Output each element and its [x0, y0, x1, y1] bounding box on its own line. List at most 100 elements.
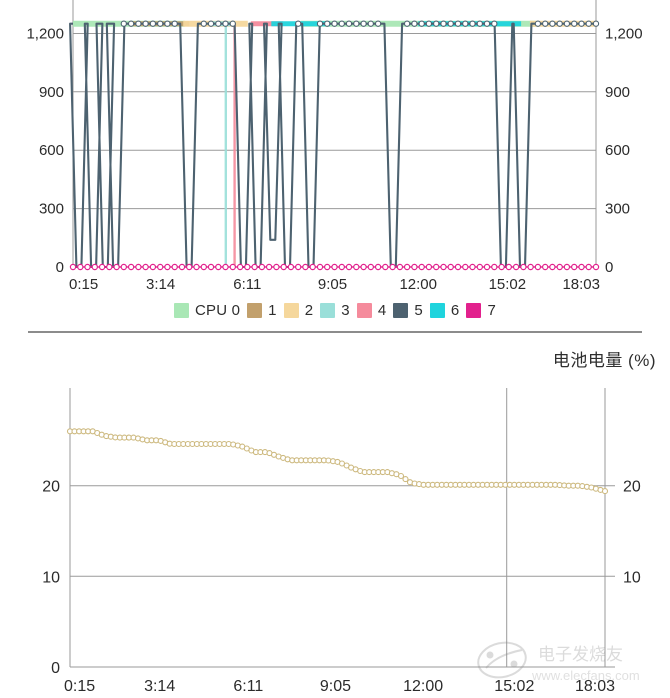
data-marker [171, 263, 178, 271]
ytick-label-right-20: 20 [623, 479, 641, 496]
data-marker [324, 20, 331, 27]
legend-swatch-cpu-3 [320, 303, 336, 318]
data-marker [549, 263, 556, 271]
data-marker [353, 20, 360, 27]
xtick-label-9:05: 9:05 [320, 678, 351, 695]
ytick-label-left-0: 0 [51, 660, 60, 677]
ytick-label-right-300: 300 [605, 201, 630, 218]
legend-entry-cpu-0[interactable]: CPU 0 [173, 302, 241, 319]
battery-chart-title: 电池电量 (%) [552, 351, 656, 370]
legend-swatch-cpu-7 [466, 303, 482, 318]
legend-label-cpu-4: 4 [377, 302, 387, 319]
data-marker [156, 263, 164, 271]
legend-entry-cpu-6[interactable]: 6 [429, 302, 460, 319]
data-marker [200, 263, 207, 271]
data-marker [418, 263, 425, 271]
data-marker [265, 263, 273, 271]
data-marker [324, 263, 331, 271]
data-marker [601, 488, 609, 495]
data-marker [433, 263, 440, 271]
data-marker [556, 20, 563, 27]
legend-swatch-cpu-0 [173, 303, 189, 318]
xtick-label-15:02: 15:02 [489, 276, 527, 293]
ytick-label-left-600: 600 [39, 142, 64, 159]
cpu-frequency-chart[interactable]: 0 0 300 300 600 600 900 900 1,200 1,200 0:15 3:14 6:… [0, 0, 670, 302]
data-marker [563, 263, 571, 271]
legend-entry-cpu-5[interactable]: 5 [393, 302, 423, 319]
data-marker [483, 20, 491, 27]
data-marker [331, 20, 338, 27]
data-marker [382, 263, 389, 271]
xtick-label-15:02: 15:02 [494, 678, 534, 695]
data-marker [236, 263, 244, 271]
cpu-frequency-panel: 0 0 300 300 600 600 900 900 1,200 1,200 0:15 3:14 6:… [0, 0, 670, 335]
legend-entry-cpu-1[interactable]: 1 [247, 302, 277, 319]
legend-label-cpu-5: 5 [414, 302, 423, 319]
ytick-label-right-0: 0 [605, 259, 613, 276]
data-marker [498, 263, 505, 271]
data-marker [149, 20, 157, 27]
data-marker [505, 263, 512, 271]
data-marker [244, 263, 251, 271]
legend-label-cpu-1: 1 [268, 302, 277, 319]
data-marker [258, 263, 266, 271]
data-marker [135, 263, 142, 271]
data-marker [454, 263, 462, 271]
data-marker [229, 263, 236, 271]
data-marker [251, 263, 258, 271]
data-marker [418, 20, 425, 27]
data-marker [592, 20, 600, 27]
data-marker [142, 20, 149, 27]
data-marker [389, 263, 396, 271]
ytick-label-left-900: 900 [39, 84, 64, 101]
legend-swatch-cpu-4 [356, 303, 372, 318]
data-marker [113, 263, 120, 271]
data-marker [447, 263, 454, 271]
xtick-label-18:03: 18:03 [562, 276, 600, 293]
data-marker [345, 263, 353, 271]
data-marker [549, 20, 556, 27]
data-marker [135, 20, 142, 27]
legend-label-cpu-0: CPU 0 [194, 302, 241, 319]
data-marker [69, 263, 77, 271]
data-marker [397, 472, 405, 480]
legend-swatch-cpu-6 [429, 303, 445, 318]
data-marker [360, 20, 367, 27]
cpu-bottom-markers [69, 263, 600, 271]
data-marker [157, 20, 164, 27]
panel-divider [28, 331, 642, 333]
xtick-label-0:15: 0:15 [64, 678, 95, 695]
data-marker [353, 263, 360, 271]
data-marker [491, 263, 498, 271]
legend-label-cpu-3: 3 [341, 302, 350, 319]
data-marker [164, 20, 171, 27]
cpu-top-markers [120, 20, 600, 27]
data-marker [273, 263, 280, 271]
data-marker [402, 476, 409, 483]
data-marker [200, 20, 207, 27]
legend-entry-cpu-7[interactable]: 7 [466, 302, 496, 319]
legend-label-cpu-7: 7 [487, 302, 496, 319]
data-marker [512, 263, 520, 271]
data-marker [462, 20, 469, 27]
series-cpu-5-line [69, 22, 596, 269]
data-marker [425, 20, 433, 27]
ytick-label-left-10: 10 [42, 569, 60, 586]
data-marker [91, 263, 99, 271]
legend-swatch-cpu-5 [393, 303, 409, 318]
data-marker [127, 20, 135, 27]
legend-entry-cpu-4[interactable]: 4 [356, 302, 387, 319]
data-marker [440, 20, 447, 27]
data-marker [229, 20, 236, 27]
legend-entry-cpu-2[interactable]: 2 [283, 302, 314, 319]
series-3 [212, 21, 231, 267]
data-marker [433, 20, 440, 27]
legend-entry-cpu-3[interactable]: 3 [320, 302, 350, 319]
data-marker [149, 263, 157, 271]
ytick-label-right-1200: 1,200 [605, 25, 643, 42]
data-marker [476, 20, 483, 27]
data-marker [542, 20, 549, 27]
data-marker [374, 20, 382, 27]
data-marker [331, 263, 338, 271]
battery-level-chart[interactable]: 0 10 20 10 20 0:15 3:14 6:11 9:05 12:00 15:02 18:03 [0, 335, 670, 698]
